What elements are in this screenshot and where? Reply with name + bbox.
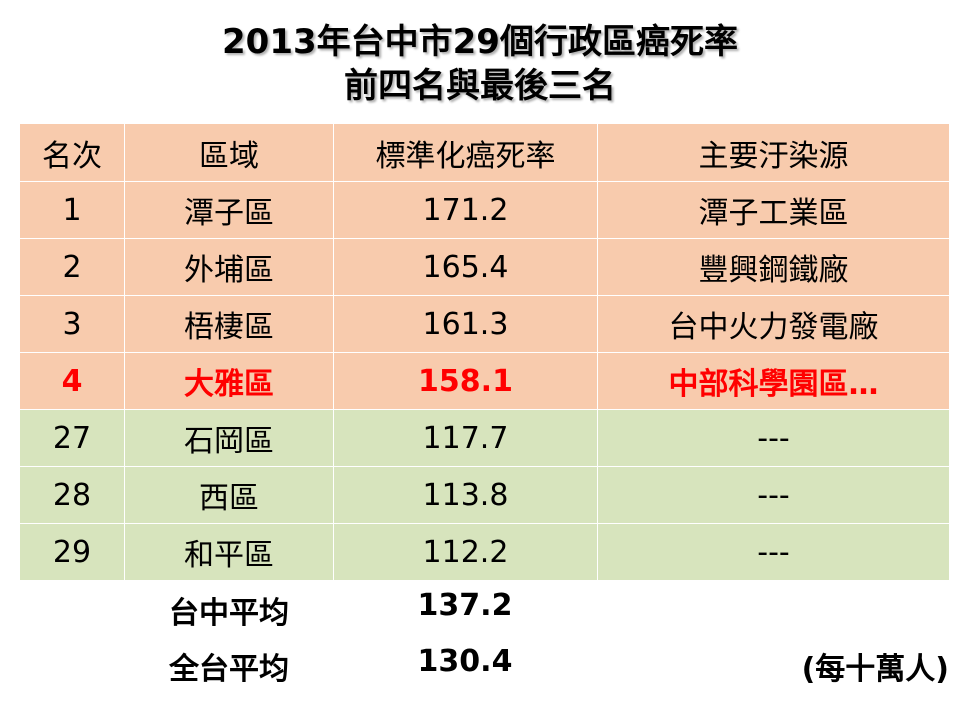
district-cell: 外埔區 <box>124 238 334 296</box>
rate-cell: 112.2 <box>333 523 598 581</box>
source-cell: --- <box>597 409 950 467</box>
header-rank: 名次 <box>19 123 125 182</box>
table-row: 28 西區 113.8 --- <box>19 466 950 524</box>
taichung-average-label: 台中平均 <box>169 596 289 631</box>
source-cell: --- <box>597 466 950 524</box>
national-average-row: 全台平均 130.4 (每十萬人) <box>0 636 960 692</box>
rank-cell: 27 <box>19 409 125 467</box>
table-header-row: 名次 區域 標準化癌死率 主要汙染源 <box>19 123 950 182</box>
district-cell: 大雅區 <box>124 352 334 410</box>
taichung-average-row: 台中平均 137.2 <box>0 580 960 636</box>
district-cell: 西區 <box>124 466 334 524</box>
unit-note: (每十萬人) <box>801 652 949 687</box>
district-cell: 和平區 <box>124 523 334 581</box>
header-pollution-source: 主要汙染源 <box>597 123 950 182</box>
table-row: 29 和平區 112.2 --- <box>19 523 950 581</box>
source-cell: 中部科學園區… <box>597 352 950 410</box>
rate-cell: 165.4 <box>333 238 598 296</box>
header-rate: 標準化癌死率 <box>333 123 598 182</box>
slide-title-line-2: 前四名與最後三名 <box>344 66 616 106</box>
rate-cell: 161.3 <box>333 295 598 353</box>
district-cell: 潭子區 <box>124 181 334 239</box>
slide-title-line-1: 2013年台中市29個行政區癌死率 <box>222 22 738 62</box>
table-row: 1 潭子區 171.2 潭子工業區 <box>19 181 950 239</box>
national-average-label: 全台平均 <box>169 652 289 687</box>
rank-cell: 28 <box>19 466 125 524</box>
taichung-average-value: 137.2 <box>417 588 513 623</box>
table-row: 2 外埔區 165.4 豐興鋼鐵廠 <box>19 238 950 296</box>
rank-cell: 29 <box>19 523 125 581</box>
source-cell: 豐興鋼鐵廠 <box>597 238 950 296</box>
source-cell: 潭子工業區 <box>597 181 950 239</box>
header-district: 區域 <box>124 123 334 182</box>
rate-cell: 113.8 <box>333 466 598 524</box>
rate-cell: 158.1 <box>333 352 598 410</box>
district-cell: 梧棲區 <box>124 295 334 353</box>
rank-cell: 4 <box>19 352 125 410</box>
source-cell: --- <box>597 523 950 581</box>
cancer-rate-table: 名次 區域 標準化癌死率 主要汙染源 1 潭子區 171.2 潭子工業區 2 外… <box>19 123 950 581</box>
national-average-value: 130.4 <box>417 644 513 679</box>
rank-cell: 3 <box>19 295 125 353</box>
table-row: 3 梧棲區 161.3 台中火力發電廠 <box>19 295 950 353</box>
district-cell: 石岡區 <box>124 409 334 467</box>
rate-cell: 117.7 <box>333 409 598 467</box>
source-cell: 台中火力發電廠 <box>597 295 950 353</box>
table-row: 27 石岡區 117.7 --- <box>19 409 950 467</box>
rate-cell: 171.2 <box>333 181 598 239</box>
rank-cell: 1 <box>19 181 125 239</box>
rank-cell: 2 <box>19 238 125 296</box>
table-row-highlighted: 4 大雅區 158.1 中部科學園區… <box>19 352 950 410</box>
